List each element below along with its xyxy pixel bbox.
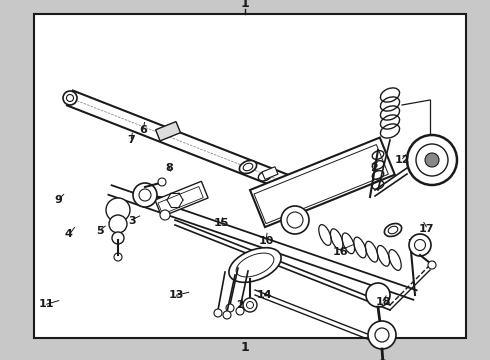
Circle shape bbox=[243, 298, 257, 312]
Bar bbox=[158, 186, 203, 214]
Text: 17: 17 bbox=[418, 224, 434, 234]
Circle shape bbox=[133, 183, 157, 207]
Text: 6: 6 bbox=[140, 125, 147, 135]
Text: 10: 10 bbox=[258, 236, 274, 246]
Text: 2: 2 bbox=[236, 300, 244, 310]
Circle shape bbox=[281, 206, 309, 234]
Text: 5: 5 bbox=[97, 226, 104, 237]
Circle shape bbox=[109, 215, 127, 233]
Circle shape bbox=[226, 304, 234, 312]
Circle shape bbox=[368, 321, 396, 349]
Bar bbox=[155, 181, 208, 217]
Text: 13: 13 bbox=[169, 290, 184, 300]
Bar bbox=[156, 122, 180, 141]
Circle shape bbox=[214, 309, 222, 317]
Text: 3: 3 bbox=[128, 216, 136, 226]
Bar bbox=[262, 167, 278, 179]
Text: 18: 18 bbox=[375, 297, 391, 307]
Circle shape bbox=[106, 198, 130, 222]
Text: 14: 14 bbox=[257, 290, 272, 300]
Circle shape bbox=[409, 234, 431, 256]
Text: 4: 4 bbox=[65, 229, 73, 239]
Circle shape bbox=[366, 283, 390, 307]
Text: 15: 15 bbox=[214, 218, 229, 228]
Text: 9: 9 bbox=[55, 195, 63, 205]
Circle shape bbox=[160, 210, 170, 220]
Text: 1: 1 bbox=[241, 0, 249, 10]
Ellipse shape bbox=[239, 161, 257, 174]
Text: 2: 2 bbox=[370, 163, 378, 174]
Text: 11: 11 bbox=[39, 299, 54, 309]
Circle shape bbox=[223, 311, 231, 319]
Bar bbox=[34, 14, 465, 338]
Ellipse shape bbox=[229, 248, 281, 282]
Ellipse shape bbox=[258, 171, 272, 181]
Circle shape bbox=[407, 135, 457, 185]
Bar bbox=[250, 138, 395, 227]
Text: 12: 12 bbox=[395, 155, 411, 165]
Circle shape bbox=[112, 232, 124, 244]
Circle shape bbox=[236, 307, 244, 315]
Bar bbox=[254, 145, 389, 224]
Ellipse shape bbox=[384, 224, 402, 237]
Circle shape bbox=[158, 178, 166, 186]
Circle shape bbox=[428, 261, 436, 269]
Text: 16: 16 bbox=[333, 247, 348, 257]
Circle shape bbox=[425, 153, 439, 167]
Circle shape bbox=[63, 91, 77, 105]
Text: 7: 7 bbox=[127, 135, 135, 145]
Text: 8: 8 bbox=[165, 163, 173, 174]
Text: 1: 1 bbox=[241, 341, 249, 354]
